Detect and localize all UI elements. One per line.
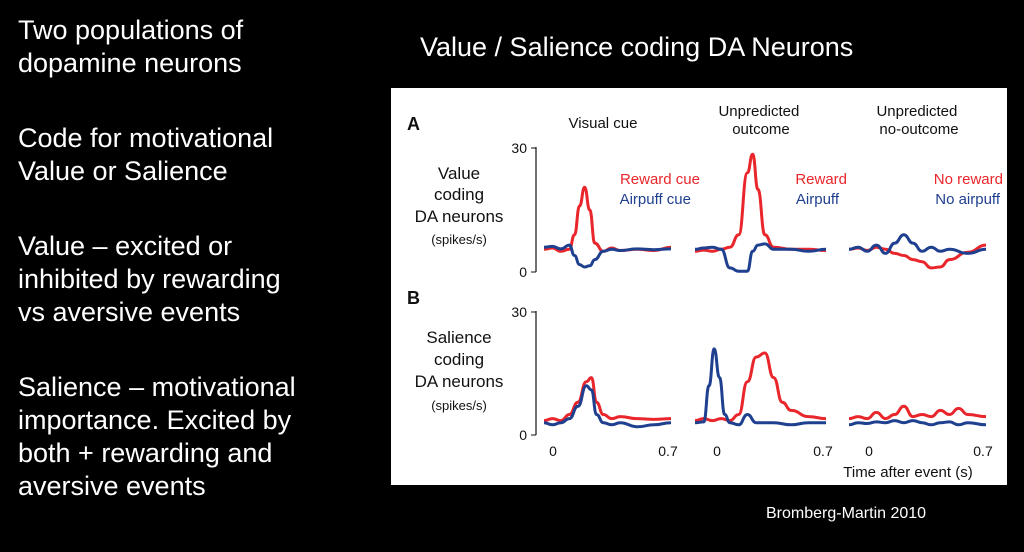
- column-header-line: outcome: [732, 121, 790, 138]
- legend-blue: No airpuff: [935, 191, 1001, 208]
- bullet-item: Value – excited or inhibited by rewardin…: [18, 231, 281, 327]
- legend-a-visual-cue: Reward cue Airpuff cue: [620, 171, 700, 208]
- column-header-visual-cue: Visual cue: [569, 115, 638, 132]
- panel-letter-b: B: [407, 288, 420, 308]
- x-tick-label: 0: [549, 443, 557, 459]
- y-tick-max-a: 30: [511, 140, 527, 156]
- x-axis-label: Time after event (s): [843, 464, 972, 481]
- panel-a-label: Value coding DA neurons (spikes/s): [415, 164, 504, 247]
- trace-a-airpuff-cue: [543, 243, 672, 269]
- x-tick-label: 0.7: [658, 443, 678, 459]
- panel-letter-a: A: [407, 114, 420, 134]
- citation: Bromberg-Martin 2010: [766, 505, 927, 522]
- trace-b-no-airpuff: [848, 419, 987, 427]
- trace-a-no-airpuff: [848, 233, 987, 255]
- trace-b-reward: [694, 351, 827, 423]
- bullet-list: Two populations of dopamine neurons Code…: [18, 14, 368, 545]
- bullet-item: Two populations of dopamine neurons: [18, 15, 244, 78]
- panel-label-line: DA neurons: [415, 207, 504, 226]
- panel-label-line: (spikes/s): [431, 232, 487, 247]
- column-header-line: no-outcome: [879, 121, 958, 138]
- legend-red: Reward cue: [620, 171, 700, 188]
- x-tick-label: 0.7: [813, 443, 833, 459]
- legend-red: Reward: [795, 171, 847, 188]
- column-header-line: Unpredicted: [718, 103, 799, 120]
- legend-red: No reward: [934, 171, 1003, 188]
- panel-label-line: coding: [434, 185, 484, 204]
- panel-b-label: Salience coding DA neurons (spikes/s): [415, 328, 504, 413]
- x-tick-label: 0: [865, 443, 873, 459]
- x-tick-label: 0: [713, 443, 721, 459]
- legend-blue: Airpuff: [796, 191, 840, 208]
- legend-blue: Airpuff cue: [620, 191, 691, 208]
- panel-label-line: Salience: [426, 328, 491, 347]
- figure-panel: Visual cue Unpredicted outcome Unpredict…: [391, 88, 1007, 485]
- trace-b-airpuff-cue: [543, 384, 672, 429]
- legend-a-outcome: Reward Airpuff: [795, 171, 847, 208]
- legend-a-no-outcome: No reward No airpuff: [934, 171, 1003, 208]
- traces-group: [543, 152, 987, 429]
- x-tick-label: 0.7: [973, 443, 993, 459]
- trace-b-reward-cue: [543, 376, 672, 423]
- column-header-line: Unpredicted: [876, 103, 957, 120]
- trace-b-no-reward: [848, 404, 987, 421]
- figure-svg: Visual cue Unpredicted outcome Unpredict…: [407, 103, 1003, 481]
- bullet-item: Code for motivational Value or Salience: [18, 123, 274, 186]
- trace-a-airpuff: [694, 242, 827, 273]
- trace-b-airpuff: [694, 347, 826, 427]
- bullet-item: Salience – motivational importance. Exci…: [18, 372, 296, 501]
- panel-label-line: Value: [438, 164, 480, 183]
- y-tick-min-a: 0: [519, 264, 527, 280]
- column-header-unpredicted-no-outcome: Unpredicted no-outcome: [876, 103, 961, 138]
- slide-title: Value / Salience coding DA Neurons: [420, 32, 854, 62]
- panel-label-line: coding: [434, 350, 484, 369]
- y-tick-min-b: 0: [519, 427, 527, 443]
- panel-label-line: (spikes/s): [431, 398, 487, 413]
- column-header-unpredicted-outcome: Unpredicted outcome: [718, 103, 803, 138]
- y-tick-max-b: 30: [511, 304, 527, 320]
- panel-label-line: DA neurons: [415, 372, 504, 391]
